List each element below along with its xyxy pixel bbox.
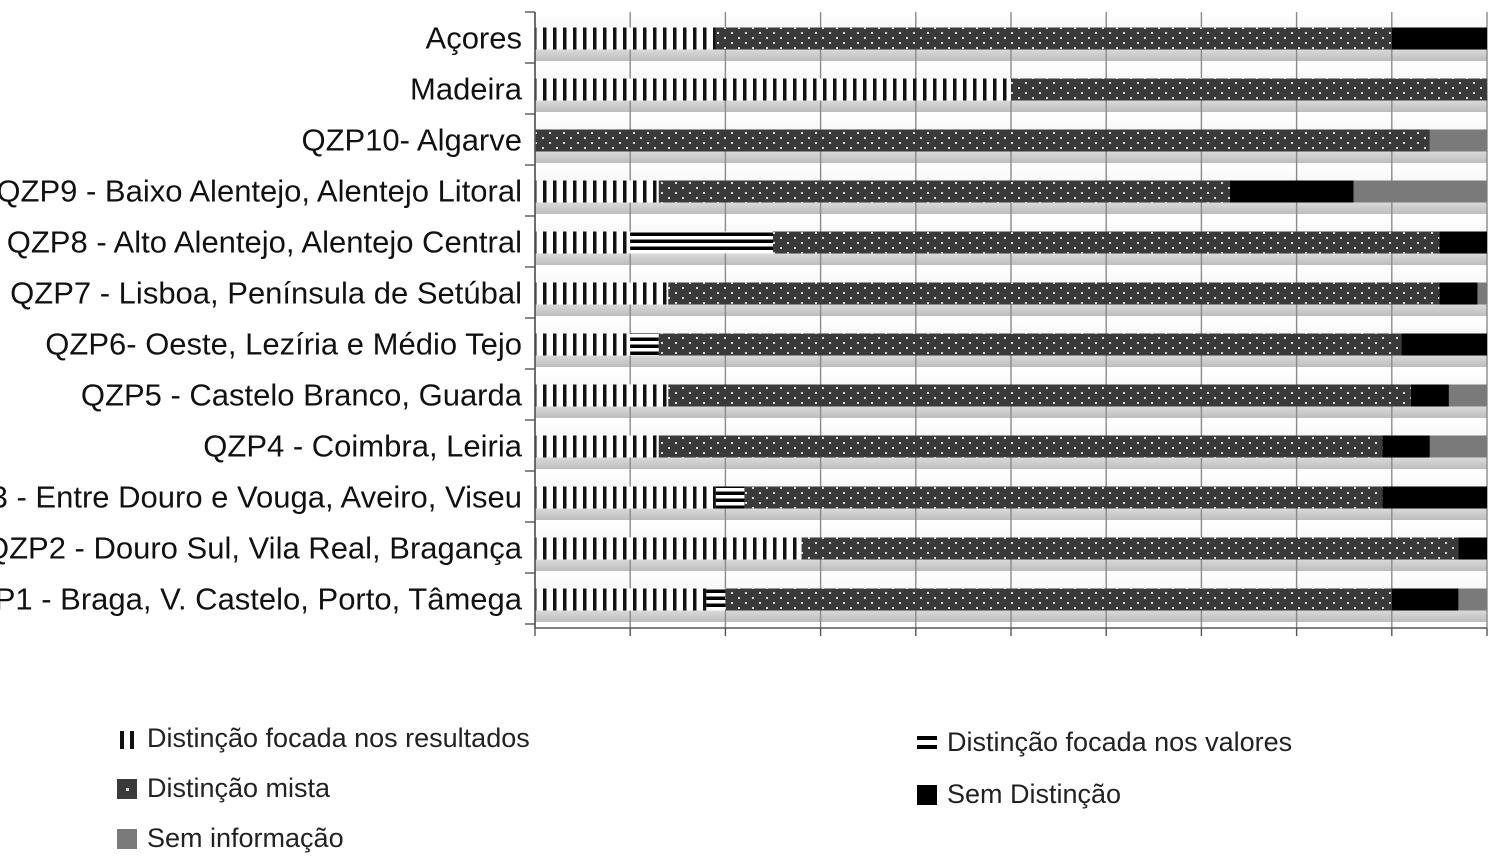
bar-segment-vertical-stripes <box>535 78 1011 101</box>
bar-segment-solid <box>1353 180 1487 203</box>
legend-item-resultados: Distinção focada nos resultados <box>117 723 530 754</box>
bar-segment-solid <box>1477 282 1487 305</box>
category-label: QZP10- Algarve <box>301 123 522 158</box>
bar-segment-vertical-stripes <box>535 537 802 560</box>
legend-item-valores: Distinção focada nos valores <box>917 727 1292 758</box>
bar-segment-dotted <box>668 384 1411 407</box>
bar-segment-dotted <box>773 231 1440 254</box>
bar-segment-solid <box>1391 27 1487 50</box>
bar-segment-vertical-stripes <box>535 384 669 407</box>
bar-segment-solid <box>1439 231 1487 254</box>
bar-segment-dotted <box>1011 78 1487 101</box>
category-label: QZP3 - Entre Douro e Vouga, Aveiro, Vise… <box>0 480 522 515</box>
axes <box>525 11 1488 636</box>
bar-segment-dotted <box>801 537 1459 560</box>
bar-segment-solid <box>1429 435 1487 458</box>
legend-item-mista: Distinção mista <box>117 773 330 804</box>
legend-swatch-solid-black <box>917 784 937 805</box>
legend-label: Distinção mista <box>147 773 331 803</box>
category-labels: Açores Madeira QZP10- Algarve QZP9 - Baixo … <box>0 21 523 617</box>
bar-segment-solid <box>1458 588 1487 611</box>
legend-label: Sem Distinção <box>947 779 1122 809</box>
category-label: Madeira <box>410 72 523 107</box>
bar-segment-horizontal-stripes <box>715 486 745 509</box>
bar-segment-dotted <box>744 486 1383 509</box>
legend-label: Sem informação <box>147 823 344 853</box>
bar-segment-solid <box>1458 537 1487 560</box>
category-label: Açores <box>426 21 522 56</box>
category-label: QZP4 - Coimbra, Leiria <box>203 429 522 464</box>
category-label: QZP1 - Braga, V. Castelo, Porto, Tâmega <box>0 582 523 617</box>
bar-segment-horizontal-stripes <box>630 333 659 356</box>
bar-segment-vertical-stripes <box>535 282 669 305</box>
legend-item-sem-distincao: Sem Distinção <box>917 779 1121 810</box>
bar-segment-solid <box>1439 282 1478 305</box>
bar-segment-vertical-stripes <box>535 231 631 254</box>
bar-segment-dotted <box>658 180 1230 203</box>
bar-segment-solid <box>1382 486 1487 509</box>
legend-item-sem-informacao: Sem informação <box>117 823 344 854</box>
bar-segment-vertical-stripes <box>535 486 716 509</box>
legend-swatch-solid-gray <box>117 828 137 849</box>
category-label: QZP5 - Castelo Branco, Guarda <box>81 378 523 413</box>
bar-segment-solid <box>1401 333 1487 356</box>
bar-segment-solid <box>1382 435 1430 458</box>
bar-segment-vertical-stripes <box>535 180 659 203</box>
category-label: QZP6- Oeste, Lezíria e Médio Tejo <box>45 327 522 362</box>
bar-segment-solid <box>1391 588 1459 611</box>
legend-swatch-dotted <box>117 778 137 799</box>
bar-segment-solid <box>1410 384 1449 407</box>
legend-label: Distinção focada nos valores <box>947 727 1293 757</box>
bar-segment-vertical-stripes <box>535 435 659 458</box>
legend-label: Distinção focada nos resultados <box>147 723 530 753</box>
category-label: QZP7 - Lisboa, Península de Setúbal <box>10 276 522 311</box>
bar-segment-vertical-stripes <box>535 333 631 356</box>
bar-segment-horizontal-stripes <box>706 588 726 611</box>
bar-segment-dotted <box>725 588 1392 611</box>
category-label: QZP8 - Alto Alentejo, Alentejo Central <box>7 225 522 260</box>
bar-segment-vertical-stripes <box>535 588 707 611</box>
legend-swatch-vertical-stripes <box>117 728 137 749</box>
bar-segment-vertical-stripes <box>535 27 716 50</box>
bar-segment-solid <box>1229 180 1354 203</box>
category-label: QZP9 - Baixo Alentejo, Alentejo Litoral <box>0 174 522 209</box>
bar-segment-dotted <box>668 282 1440 305</box>
bar-segment-horizontal-stripes <box>630 231 773 254</box>
bar-segment-dotted <box>715 27 1392 50</box>
bar-segment-solid <box>1448 384 1487 407</box>
bar-segment-dotted <box>535 129 1430 152</box>
bar-segment-solid <box>1429 129 1487 152</box>
bars <box>535 27 1487 611</box>
bar-segment-dotted <box>658 333 1402 356</box>
bar-segment-dotted <box>658 435 1383 458</box>
legend-swatch-horizontal-stripes <box>917 732 937 753</box>
category-label: QZP2 - Douro Sul, Vila Real, Bragança <box>0 531 523 566</box>
